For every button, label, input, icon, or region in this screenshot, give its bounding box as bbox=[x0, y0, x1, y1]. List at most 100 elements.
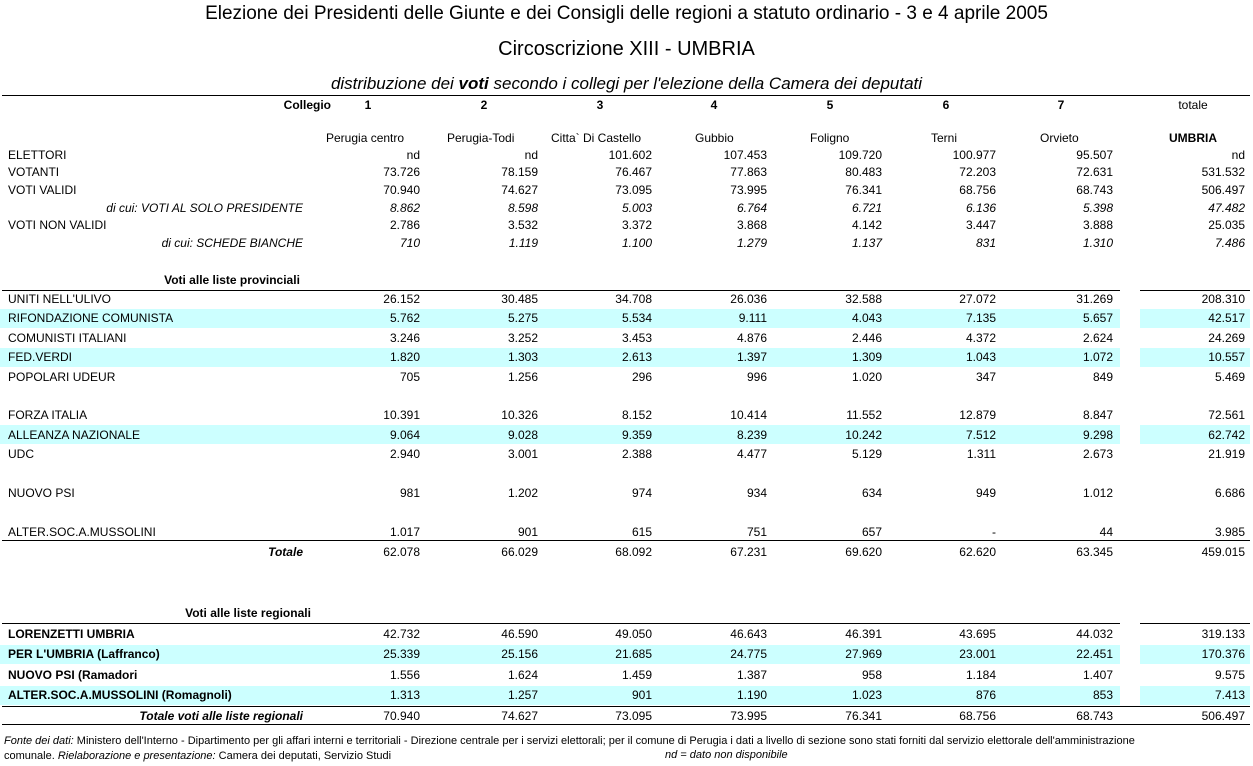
heading-text: secondo i collegi per l'elezione della C… bbox=[493, 74, 923, 93]
rule bbox=[2, 623, 1120, 624]
cell: 34.708 bbox=[615, 292, 652, 306]
cell: 73.995 bbox=[730, 709, 767, 723]
total-cell: 319.133 bbox=[1201, 627, 1245, 641]
row-label: ALTER.SOC.A.MUSSOLINI (Romagnoli) bbox=[8, 688, 232, 703]
column-number: 1 bbox=[364, 98, 372, 112]
cell: 1.017 bbox=[389, 524, 420, 539]
heading-emphasis: voti bbox=[458, 74, 489, 93]
cell: 2.786 bbox=[389, 218, 420, 232]
cell: 1.311 bbox=[966, 447, 996, 462]
heading: distribuzione dei voti secondo i collegi… bbox=[0, 74, 1253, 94]
cell: 73.095 bbox=[615, 183, 652, 197]
row-label: PER L'UMBRIA (Laffranco) bbox=[8, 647, 160, 662]
rule bbox=[2, 706, 1250, 707]
cell: 5.003 bbox=[621, 201, 652, 215]
total-cell: 10.557 bbox=[1208, 350, 1245, 365]
row-label: NUOVO PSI (Ramadori bbox=[8, 667, 138, 682]
column-number: 4 bbox=[710, 98, 718, 112]
row-label: POPOLARI UDEUR bbox=[8, 369, 116, 384]
column-name: Gubbio bbox=[695, 131, 734, 145]
cell: 70.940 bbox=[383, 709, 420, 723]
cell: 62.078 bbox=[383, 545, 420, 559]
column-header: Collegio bbox=[283, 98, 331, 112]
cell: 1.137 bbox=[851, 236, 882, 250]
cell: 76.467 bbox=[615, 165, 652, 179]
row-band bbox=[0, 347, 1120, 367]
cell: 1.279 bbox=[736, 236, 767, 250]
cell: 8.847 bbox=[1082, 408, 1113, 423]
cell: 3.447 bbox=[965, 218, 996, 232]
total-cell: 506.497 bbox=[1201, 183, 1245, 197]
total-cell: 3.985 bbox=[1214, 524, 1245, 539]
cell: 1.190 bbox=[736, 688, 767, 703]
total-header: totale bbox=[1178, 98, 1208, 112]
column-number: 3 bbox=[596, 98, 604, 112]
cell: 77.863 bbox=[730, 165, 767, 179]
footer-label: Fonte dei dati: bbox=[4, 735, 74, 747]
cell: 1.309 bbox=[851, 350, 882, 365]
row-label: ALLEANZA NAZIONALE bbox=[8, 427, 141, 442]
section-title: Voti alle liste provinciali bbox=[164, 273, 300, 287]
cell: 634 bbox=[861, 486, 882, 500]
cell: 1.012 bbox=[1082, 486, 1113, 500]
cell: 2.673 bbox=[1082, 447, 1113, 462]
cell: 46.643 bbox=[730, 627, 767, 641]
total-cell: 208.310 bbox=[1201, 292, 1245, 306]
cell: 996 bbox=[746, 369, 767, 384]
cell: 46.391 bbox=[845, 627, 882, 641]
cell: 22.451 bbox=[1076, 647, 1113, 662]
cell: 1.820 bbox=[389, 350, 420, 365]
cell: 831 bbox=[975, 236, 996, 250]
cell: 74.627 bbox=[501, 709, 538, 723]
row-band bbox=[0, 308, 1120, 328]
total-cell: 459.015 bbox=[1201, 545, 1245, 559]
cell: 10.242 bbox=[845, 427, 882, 442]
cell: 1.387 bbox=[736, 667, 767, 682]
cell: 24.775 bbox=[730, 647, 767, 662]
footer-label: Rielaborazione e presentazione: bbox=[57, 750, 216, 762]
cell: 68.756 bbox=[959, 183, 996, 197]
cell: nd bbox=[524, 148, 538, 162]
cell: 1.624 bbox=[507, 667, 538, 682]
cell: 1.556 bbox=[389, 667, 420, 682]
row-band bbox=[0, 425, 1120, 445]
cell: 2.388 bbox=[621, 447, 652, 462]
cell: 974 bbox=[631, 486, 652, 500]
cell: 9.111 bbox=[738, 311, 767, 326]
cell: 2.940 bbox=[389, 447, 420, 462]
cell: nd bbox=[406, 148, 420, 162]
total-cell: 5.469 bbox=[1214, 369, 1245, 384]
cell: 1.184 bbox=[965, 667, 996, 682]
cell: 5.762 bbox=[389, 311, 420, 326]
cell: 6.764 bbox=[736, 201, 767, 215]
cell: 1.100 bbox=[621, 236, 652, 250]
cell: 10.414 bbox=[730, 408, 767, 423]
cell: 1.072 bbox=[1082, 350, 1113, 365]
cell: 4.142 bbox=[851, 218, 882, 232]
row-label: UNITI NELL'ULIVO bbox=[8, 292, 111, 306]
cell: 25.339 bbox=[383, 647, 420, 662]
total-cell: 7.486 bbox=[1214, 236, 1245, 250]
cell: 901 bbox=[631, 688, 652, 703]
cell: 23.001 bbox=[959, 647, 996, 662]
section-title: Voti alle liste regionali bbox=[185, 606, 311, 620]
column-number: 6 bbox=[942, 98, 950, 112]
row-label: VOTI NON VALIDI bbox=[8, 218, 107, 232]
cell: 3.453 bbox=[621, 330, 652, 345]
cell: 68.743 bbox=[1076, 709, 1113, 723]
cell: 1.023 bbox=[851, 688, 882, 703]
cell: 73.726 bbox=[383, 165, 420, 179]
total-cell: 21.919 bbox=[1208, 447, 1245, 462]
cell: 2.624 bbox=[1082, 330, 1113, 345]
cell: 7.135 bbox=[965, 311, 996, 326]
cell: 3.252 bbox=[507, 330, 538, 345]
cell: 80.483 bbox=[845, 165, 882, 179]
cell: 751 bbox=[746, 524, 767, 539]
subtitle: Circoscrizione XIII - UMBRIA bbox=[498, 38, 755, 60]
row-label: Totale voti alle liste regionali bbox=[139, 709, 303, 723]
cell: 6.721 bbox=[851, 201, 882, 215]
cell: 25.156 bbox=[501, 647, 538, 662]
row-band bbox=[1140, 308, 1250, 328]
row-band bbox=[0, 644, 1120, 664]
